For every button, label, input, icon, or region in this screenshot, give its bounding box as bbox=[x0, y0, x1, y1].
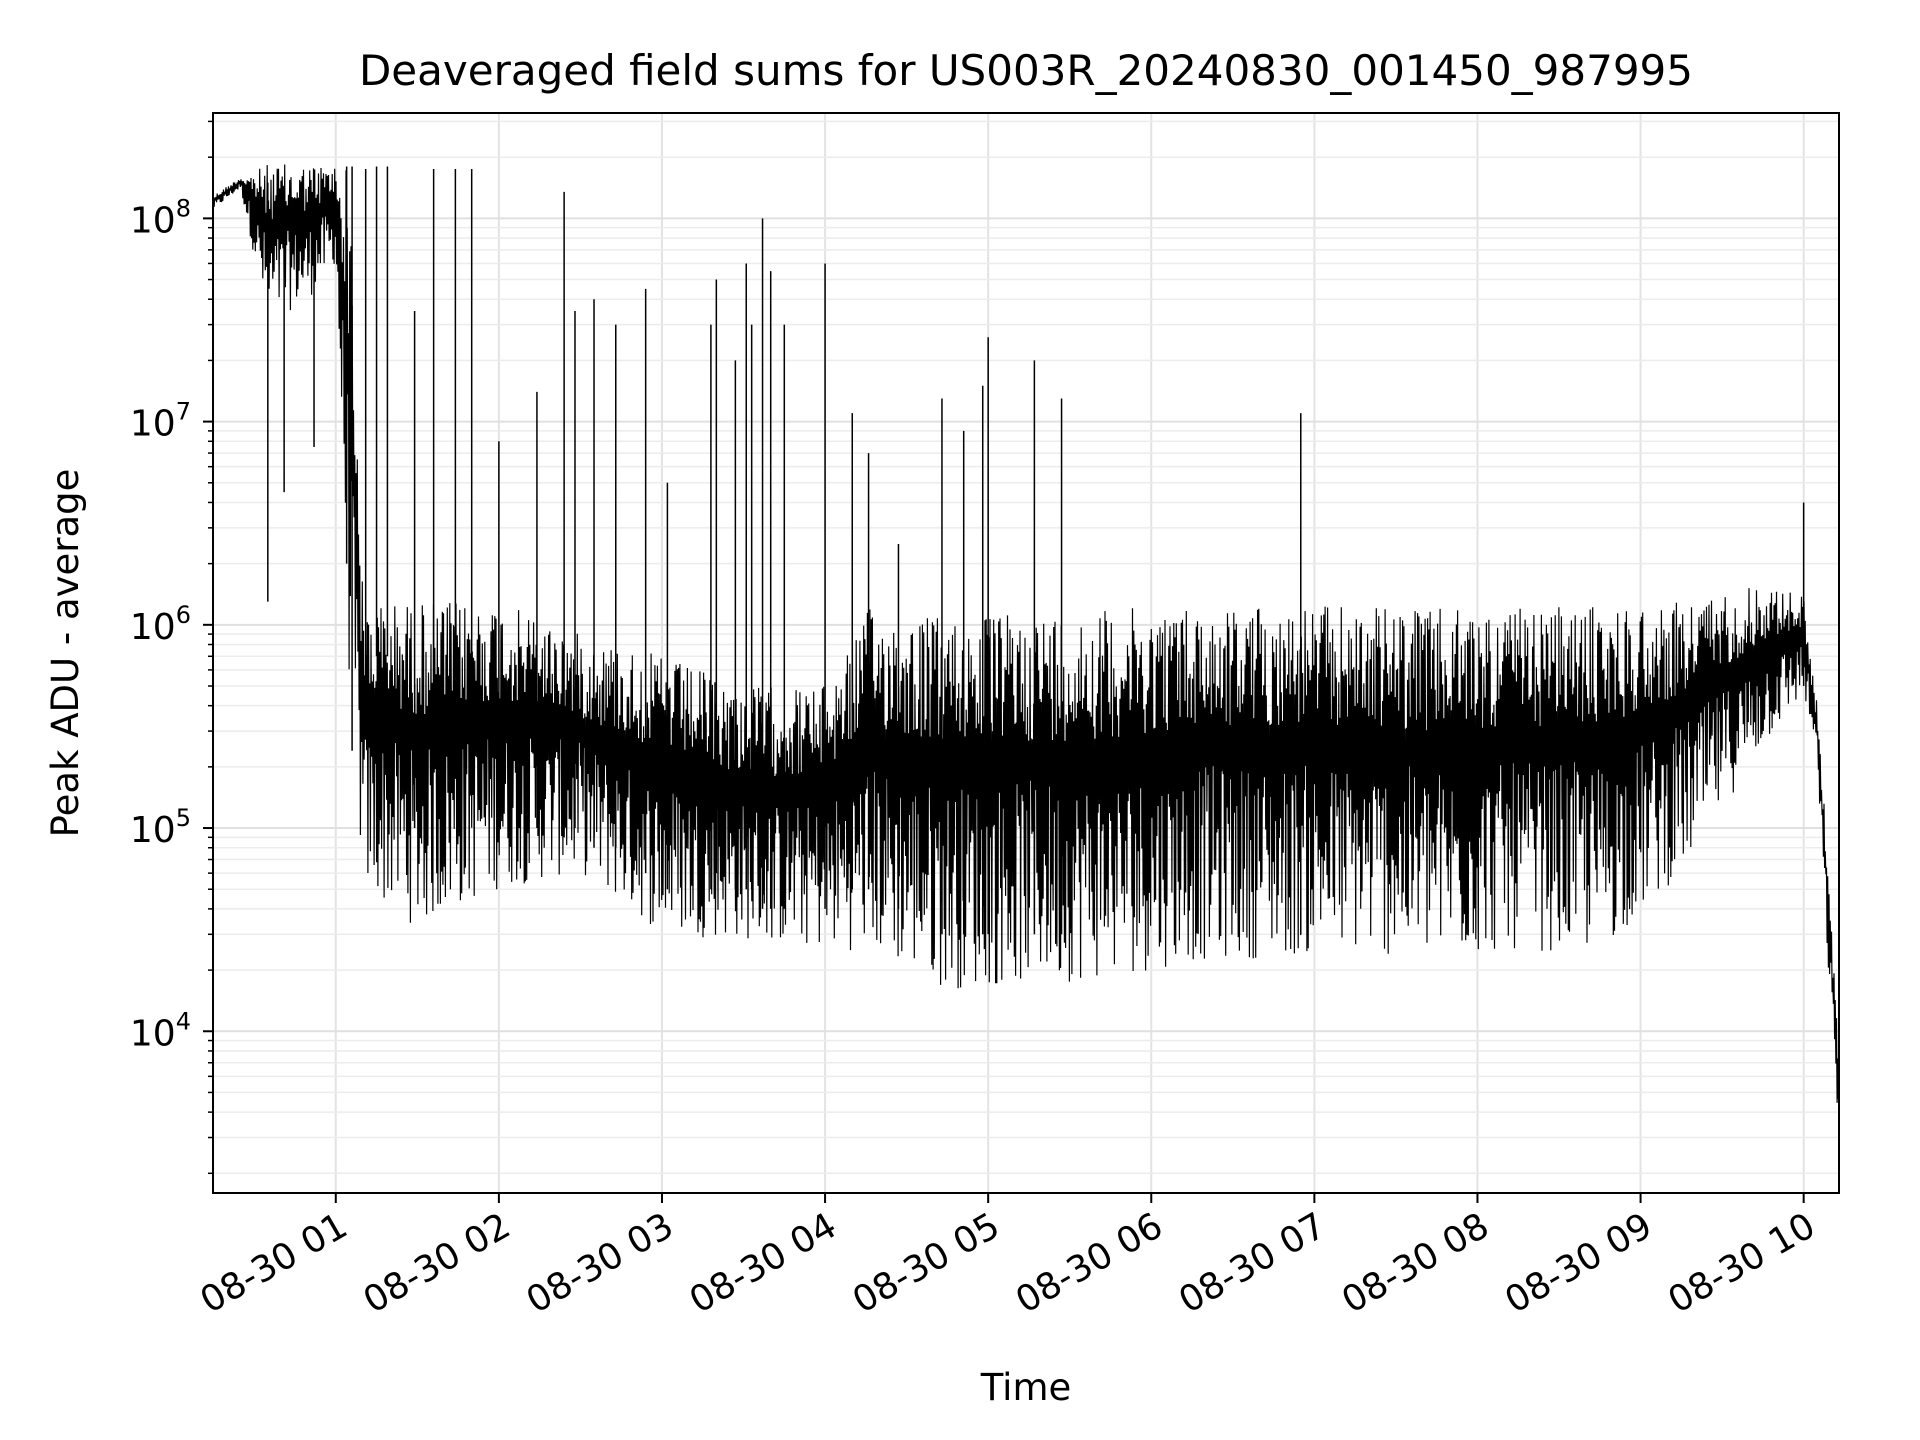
series-trace bbox=[212, 164, 1840, 1103]
y-axis-label: Peak ADU - average bbox=[44, 469, 87, 838]
y-tick-label: 104 bbox=[130, 1007, 191, 1054]
y-tick-label: 108 bbox=[130, 194, 191, 241]
y-tick-label: 107 bbox=[130, 398, 191, 445]
x-axis-label: Time bbox=[980, 1366, 1072, 1409]
y-tick-label: 105 bbox=[130, 804, 191, 851]
y-tick-label: 106 bbox=[130, 601, 191, 648]
chart-title: Deaveraged field sums for US003R_2024083… bbox=[359, 46, 1693, 95]
data-series bbox=[212, 164, 1840, 1103]
plot-frame bbox=[212, 112, 1840, 1194]
